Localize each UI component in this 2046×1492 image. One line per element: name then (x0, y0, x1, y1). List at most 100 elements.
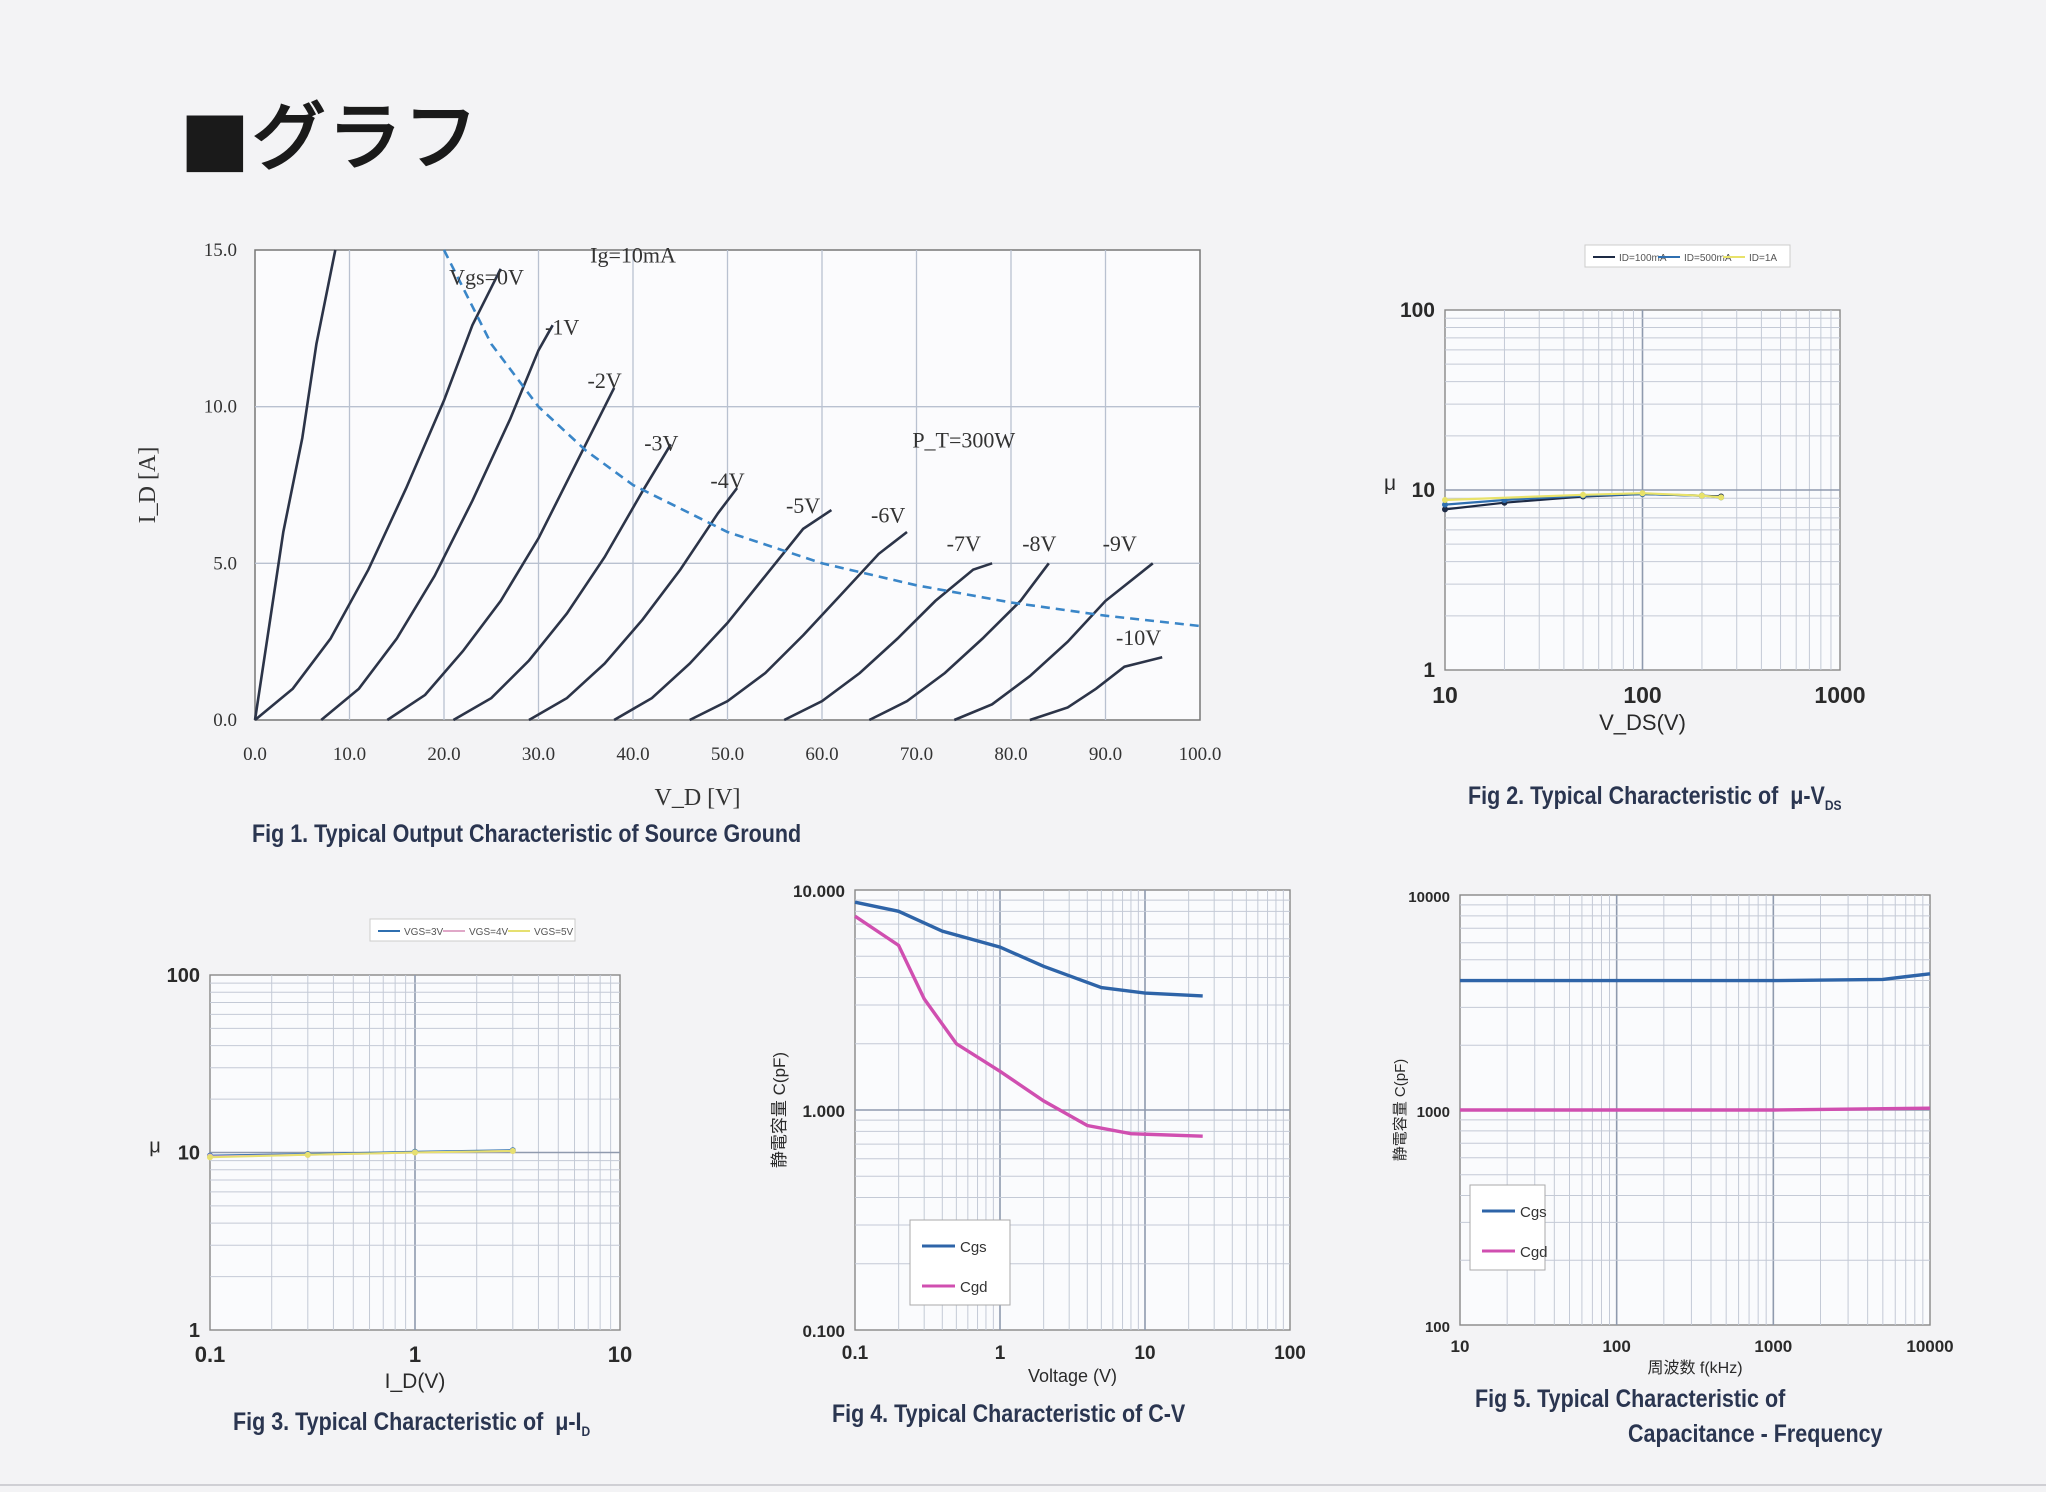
curve-label: -5V (786, 493, 820, 518)
curve-label: -9V (1103, 531, 1137, 556)
x-tick-label: 10 (1451, 1337, 1470, 1356)
legend-label: Cgs (1520, 1204, 1547, 1221)
x-tick-label: 100.0 (1179, 744, 1222, 765)
x-tick-label: 0.1 (842, 1343, 869, 1364)
capacitance-voltage-chart: 0.1 1 10 100 0.100 1.000 10.000 Voltage (V) 静電容量… (770, 882, 1306, 1386)
page-bottom-edge (0, 1484, 2046, 1486)
y-tick-label: 1000 (1417, 1104, 1450, 1121)
power-limit-curve (442, 249, 1201, 628)
fig3-caption: Fig 3. Typical Characteristic of μ-ID (233, 1408, 591, 1439)
y-tick-label: 0.0 (213, 710, 237, 731)
series-line (320, 324, 554, 722)
series-line (253, 249, 337, 721)
y-tick-label: 10000 (1408, 889, 1450, 906)
curve-label: -4V (710, 468, 744, 493)
y-tick-label: 15.0 (204, 240, 237, 261)
series-line (868, 562, 1050, 722)
fig4-caption: Fig 4. Typical Characteristic of C-V (832, 1400, 1186, 1428)
x-tick-label: 1 (409, 1342, 421, 1367)
y-axis-label: 静電容量 C(pF) (770, 1052, 789, 1168)
legend-label: Cgd (1520, 1244, 1548, 1261)
series-line (1460, 1106, 1931, 1112)
x-tick-label: 100 (1602, 1337, 1630, 1356)
curve-label: -1V (545, 315, 579, 340)
x-tick-label: 10.0 (333, 744, 366, 765)
series-line (854, 900, 1203, 998)
y-axis-label: 静電容量 C(pF) (1392, 1059, 1409, 1162)
y-axis-label: μ (149, 1136, 161, 1158)
fig2-caption: Fig 2. Typical Characteristic of μ-VDS (1468, 782, 1842, 813)
x-tick-label: 50.0 (711, 744, 744, 765)
x-axis-label: 周波数 f(kHz) (1647, 1359, 1742, 1377)
x-tick-label: 60.0 (805, 744, 838, 765)
x-tick-label: 10 (1432, 682, 1458, 708)
x-tick-label: 10000 (1906, 1337, 1953, 1356)
x-tick-label: 100 (1623, 682, 1661, 708)
x-tick-label: 0.1 (195, 1342, 226, 1367)
y-tick-label: 1.000 (802, 1102, 845, 1121)
series-line (854, 914, 1203, 1138)
x-tick-label: 1000 (1814, 682, 1865, 708)
y-tick-label: 10 (178, 1143, 200, 1165)
fig1-caption: Fig 1. Typical Output Characteristic of … (252, 820, 802, 848)
curve-label: -10V (1116, 625, 1161, 650)
y-tick-label: 10 (1412, 479, 1435, 502)
x-axis-label: Voltage (V) (1028, 1366, 1117, 1386)
legend-box (909, 1219, 1011, 1306)
x-tick-label: 80.0 (994, 744, 1027, 765)
legend-label: ID=500mA (1684, 253, 1732, 264)
curve-label: -8V (1022, 531, 1056, 556)
y-tick-label: 5.0 (213, 553, 237, 574)
data-point (207, 1154, 213, 1161)
x-axis-label: V_D [V] (655, 785, 741, 811)
legend: ID=100mA ID=500mA ID=1A (1584, 244, 1791, 268)
x-tick-label: 1 (995, 1343, 1006, 1364)
y-tick-label: 1 (1423, 659, 1435, 682)
series-line (783, 562, 993, 722)
y-axis-label: I_D [A] (135, 447, 161, 524)
x-tick-label: 20.0 (427, 744, 460, 765)
x-tick-label: 70.0 (900, 744, 933, 765)
data-point (1442, 501, 1448, 508)
series-line (386, 387, 616, 722)
x-axis-label: V_DS(V) (1599, 710, 1686, 735)
x-tick-label: 40.0 (616, 744, 649, 765)
series-line (452, 443, 672, 722)
data-point (1580, 491, 1587, 498)
x-tick-label: 1000 (1754, 1337, 1792, 1356)
y-tick-label: 100 (1400, 299, 1435, 322)
data-point (412, 1149, 418, 1156)
series-line (528, 487, 739, 722)
curve-label: P_T=300W (912, 427, 1015, 452)
legend-box (369, 918, 576, 942)
data-point (509, 1147, 516, 1154)
legend: Cgs Cgd (1469, 1184, 1548, 1271)
x-tick-label: 10 (608, 1342, 632, 1367)
x-axis-label: I_D(V) (385, 1370, 446, 1393)
series-line (613, 509, 833, 722)
curve-label: -6V (871, 503, 905, 528)
curve-label: Vgs=0V (449, 264, 524, 289)
series-line (209, 1150, 513, 1159)
fig5-caption-line1: Fig 5. Typical Characteristic of (1475, 1385, 1786, 1413)
x-tick-label: 90.0 (1089, 744, 1122, 765)
legend: Cgs Cgd (909, 1219, 1011, 1306)
y-tick-label: 100 (167, 965, 200, 987)
y-axis-label: μ (1384, 472, 1396, 495)
legend-label: ID=100mA (1619, 253, 1667, 264)
legend: VGS=3V VGS=4V VGS=5V (369, 918, 576, 942)
x-tick-label: 100 (1274, 1343, 1306, 1364)
legend-label: ID=1A (1749, 253, 1777, 264)
series-line (254, 268, 502, 722)
y-tick-label: 10.0 (204, 397, 237, 418)
series-line (689, 530, 908, 722)
data-point (1442, 496, 1448, 503)
fig5-caption-line2: Capacitance - Frequency (1628, 1420, 1883, 1448)
x-tick-label: 10 (1134, 1343, 1155, 1364)
legend-label: VGS=4V (469, 927, 509, 938)
curve-label: -2V (588, 368, 622, 393)
legend-label: VGS=5V (534, 927, 574, 938)
curve-label: -3V (644, 431, 678, 456)
